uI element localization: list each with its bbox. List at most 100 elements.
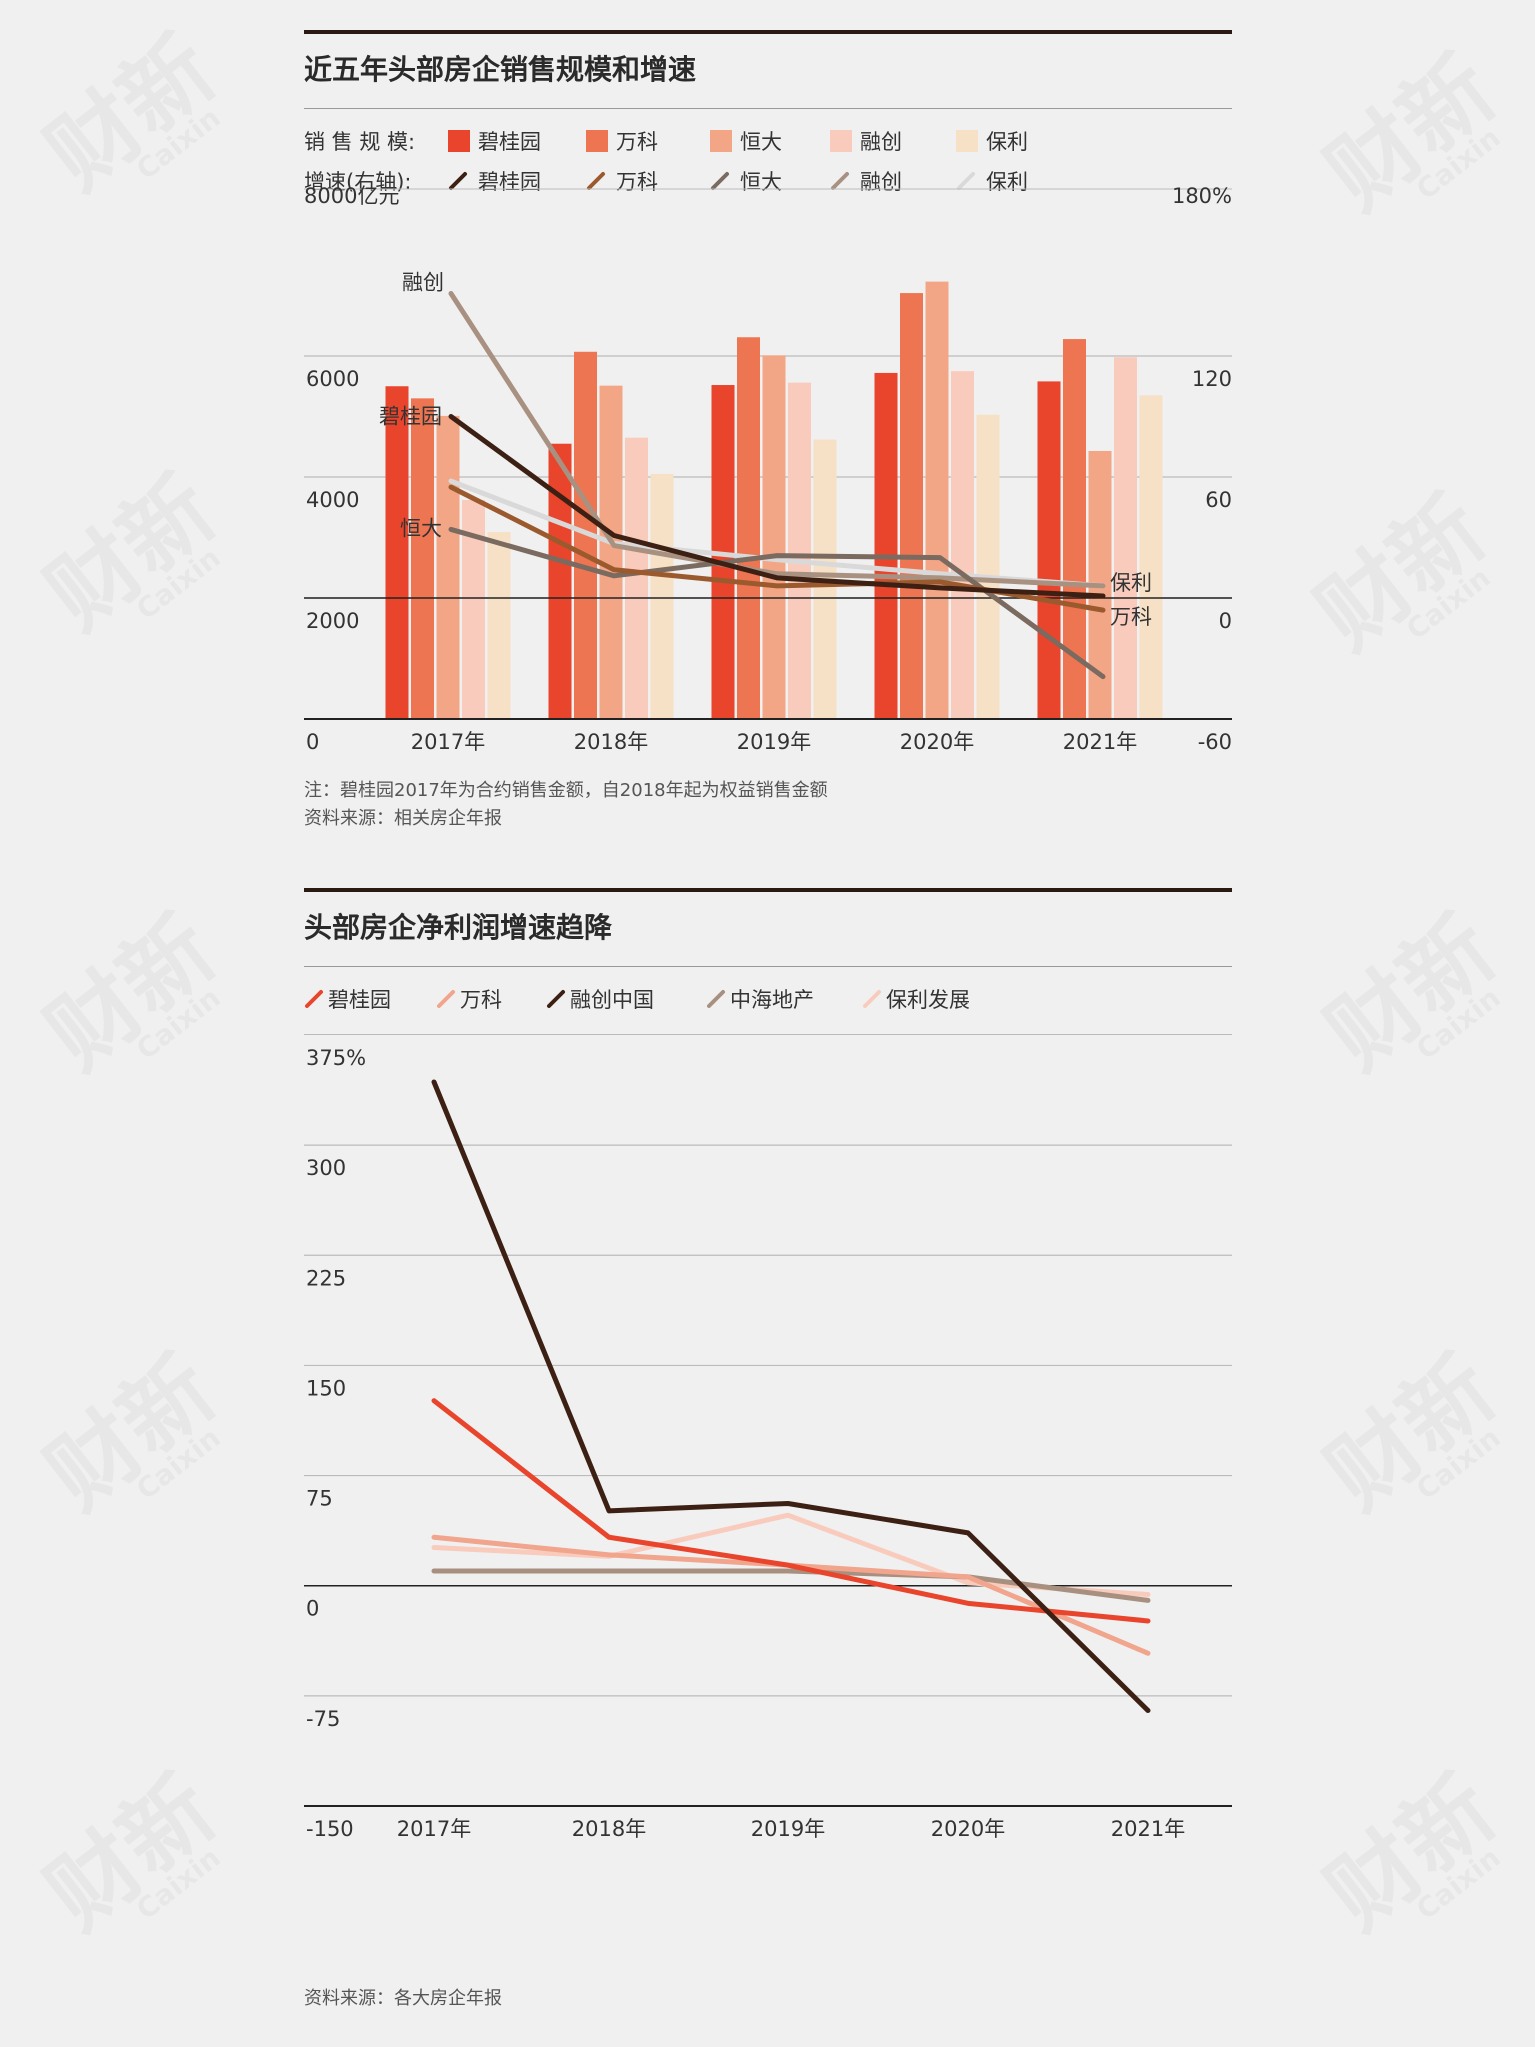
watermark: 财新Caixin bbox=[15, 1740, 245, 1964]
x-tick-label: 2018年 bbox=[574, 730, 648, 754]
chart1-source: 资料来源：相关房企年报 bbox=[304, 808, 502, 829]
chart2-plot: -150 -75 0 75 150 225 300 375% 2017年 2018年 2019年 20… bbox=[304, 1046, 1232, 1841]
watermark: 财新Caixin bbox=[1295, 1320, 1525, 1544]
legend-line-mark bbox=[587, 172, 605, 190]
legend-sales-text: 保利 bbox=[986, 130, 1028, 154]
legend-slash-icon bbox=[305, 990, 323, 1008]
bar bbox=[788, 382, 811, 719]
bar bbox=[487, 532, 511, 719]
y-tick-label: 0 bbox=[306, 1597, 319, 1621]
bar bbox=[762, 355, 786, 719]
legend-swatch bbox=[586, 130, 608, 152]
bar bbox=[976, 414, 1000, 719]
bar bbox=[436, 415, 460, 719]
chart2-legend: 碧桂园 万科 融创中国 中海地产 保利发展 bbox=[304, 984, 1232, 1014]
y-tick-label: -150 bbox=[306, 1817, 354, 1841]
chart2-legend-rule bbox=[304, 1034, 1232, 1035]
right-tick-label: 60 bbox=[1205, 488, 1232, 512]
chart2-title: 头部房企净利润增速趋降 bbox=[304, 911, 613, 944]
legend-growth-text: 万科 bbox=[616, 170, 658, 194]
y-tick-label: 300 bbox=[306, 1156, 346, 1180]
y-tick-label: -75 bbox=[306, 1707, 340, 1731]
chart2-panel: 头部房企净利润增速趋降 碧桂园 万科 融创中国 中海地产 保利发展 -150 -75 0 75… bbox=[304, 880, 1232, 2030]
legend-growth-text: 保利 bbox=[986, 170, 1028, 194]
y-tick-label: 75 bbox=[306, 1487, 333, 1511]
watermark: 财新Caixin bbox=[15, 0, 245, 223]
chart1-title: 近五年头部房企销售规模和增速 bbox=[304, 53, 697, 86]
growth-line bbox=[448, 414, 1106, 599]
y-tick-label: 225 bbox=[306, 1266, 346, 1290]
legend-text: 融创中国 bbox=[570, 988, 654, 1012]
watermark: 财新Caixin bbox=[15, 440, 245, 664]
left-tick-label: 0 bbox=[306, 730, 319, 754]
profit-line bbox=[431, 1398, 1151, 1624]
legend-swatch bbox=[448, 130, 470, 152]
growth-line bbox=[448, 478, 1106, 589]
right-tick-label: -60 bbox=[1198, 730, 1232, 754]
x-tick-label: 2020年 bbox=[931, 1817, 1005, 1841]
legend-line-mark bbox=[707, 990, 725, 1008]
legend-sales-label: 销 售 规 模: bbox=[304, 130, 416, 154]
bar bbox=[737, 337, 760, 719]
bar bbox=[900, 293, 923, 719]
x-tick-label: 2019年 bbox=[751, 1817, 825, 1841]
legend-text: 万科 bbox=[460, 988, 502, 1012]
legend-slash-icon bbox=[449, 172, 467, 190]
chart2-source: 资料来源：各大房企年报 bbox=[304, 1988, 502, 2009]
profit-line bbox=[431, 1512, 1151, 1598]
watermark: 财新Caixin bbox=[1295, 1740, 1525, 1964]
line-inline-label: 恒大 bbox=[400, 516, 442, 540]
right-tick-label: 120 bbox=[1192, 367, 1232, 391]
legend-text: 中海地产 bbox=[730, 988, 814, 1012]
legend-growth-text: 恒大 bbox=[740, 170, 782, 194]
right-top-label: 180% bbox=[1172, 184, 1232, 208]
bar bbox=[1114, 357, 1137, 719]
legend-line-mark bbox=[449, 172, 467, 190]
line-inline-label: 保利 bbox=[1110, 571, 1152, 595]
bar bbox=[548, 443, 572, 719]
legend-swatch bbox=[710, 130, 732, 152]
x-tick-label: 2021年 bbox=[1111, 1817, 1185, 1841]
legend-swatch bbox=[830, 130, 852, 152]
bar bbox=[599, 385, 623, 719]
legend-text: 保利发展 bbox=[886, 988, 970, 1012]
legend-line-mark bbox=[437, 990, 455, 1008]
bar bbox=[574, 351, 597, 719]
chart1-legend-growth: 增速(右轴): 碧桂园 万科 恒大 融创 保利 bbox=[304, 166, 1232, 196]
bar bbox=[1063, 339, 1086, 719]
legend-line-mark bbox=[547, 990, 565, 1008]
chart1-plot: 0 2000 4000 6000 8000亿元 180% -60 0 60 120 2017年 201… bbox=[304, 184, 1232, 754]
x-tick-label: 2019年 bbox=[737, 730, 811, 754]
legend-text: 碧桂园 bbox=[328, 988, 391, 1012]
legend-line-mark bbox=[863, 990, 881, 1008]
chart1-panel: 近五年头部房企销售规模和增速 销 售 规 模: 碧桂园 万科 恒大 融创 保利 增速(右… bbox=[304, 0, 1232, 860]
bar bbox=[925, 281, 949, 719]
chart1-note: 注：碧桂园2017年为合约销售金额，自2018年起为权益销售金额 bbox=[304, 780, 828, 801]
legend-line-mark bbox=[957, 172, 975, 190]
growth-line bbox=[448, 290, 1106, 589]
bar bbox=[650, 473, 674, 719]
legend-sales-text: 碧桂园 bbox=[478, 130, 541, 154]
legend-slash-icon bbox=[831, 172, 849, 190]
bar bbox=[951, 371, 974, 719]
x-tick-label: 2017年 bbox=[411, 730, 485, 754]
legend-slash-icon bbox=[437, 990, 455, 1008]
legend-slash-icon bbox=[547, 990, 565, 1008]
bar bbox=[411, 398, 434, 719]
legend-line-mark bbox=[831, 172, 849, 190]
bar bbox=[625, 437, 648, 719]
legend-swatch bbox=[956, 130, 978, 152]
y-tick-label: 375% bbox=[306, 1046, 366, 1070]
chart1-legend-sales: 销 售 规 模: 碧桂园 万科 恒大 融创 保利 bbox=[304, 126, 1232, 156]
legend-line-mark bbox=[305, 990, 323, 1008]
profit-line bbox=[431, 1568, 1151, 1603]
legend-slash-icon bbox=[711, 172, 729, 190]
legend-sales-text: 恒大 bbox=[740, 130, 782, 154]
y-tick-label: 150 bbox=[306, 1376, 346, 1400]
chart1-top-bar bbox=[304, 30, 1232, 34]
legend-growth-text: 融创 bbox=[860, 170, 902, 194]
watermark: 财新Caixin bbox=[15, 1320, 245, 1544]
line-inline-label: 碧桂园 bbox=[379, 405, 442, 429]
profit-line bbox=[431, 1079, 1151, 1714]
bar bbox=[462, 499, 485, 719]
